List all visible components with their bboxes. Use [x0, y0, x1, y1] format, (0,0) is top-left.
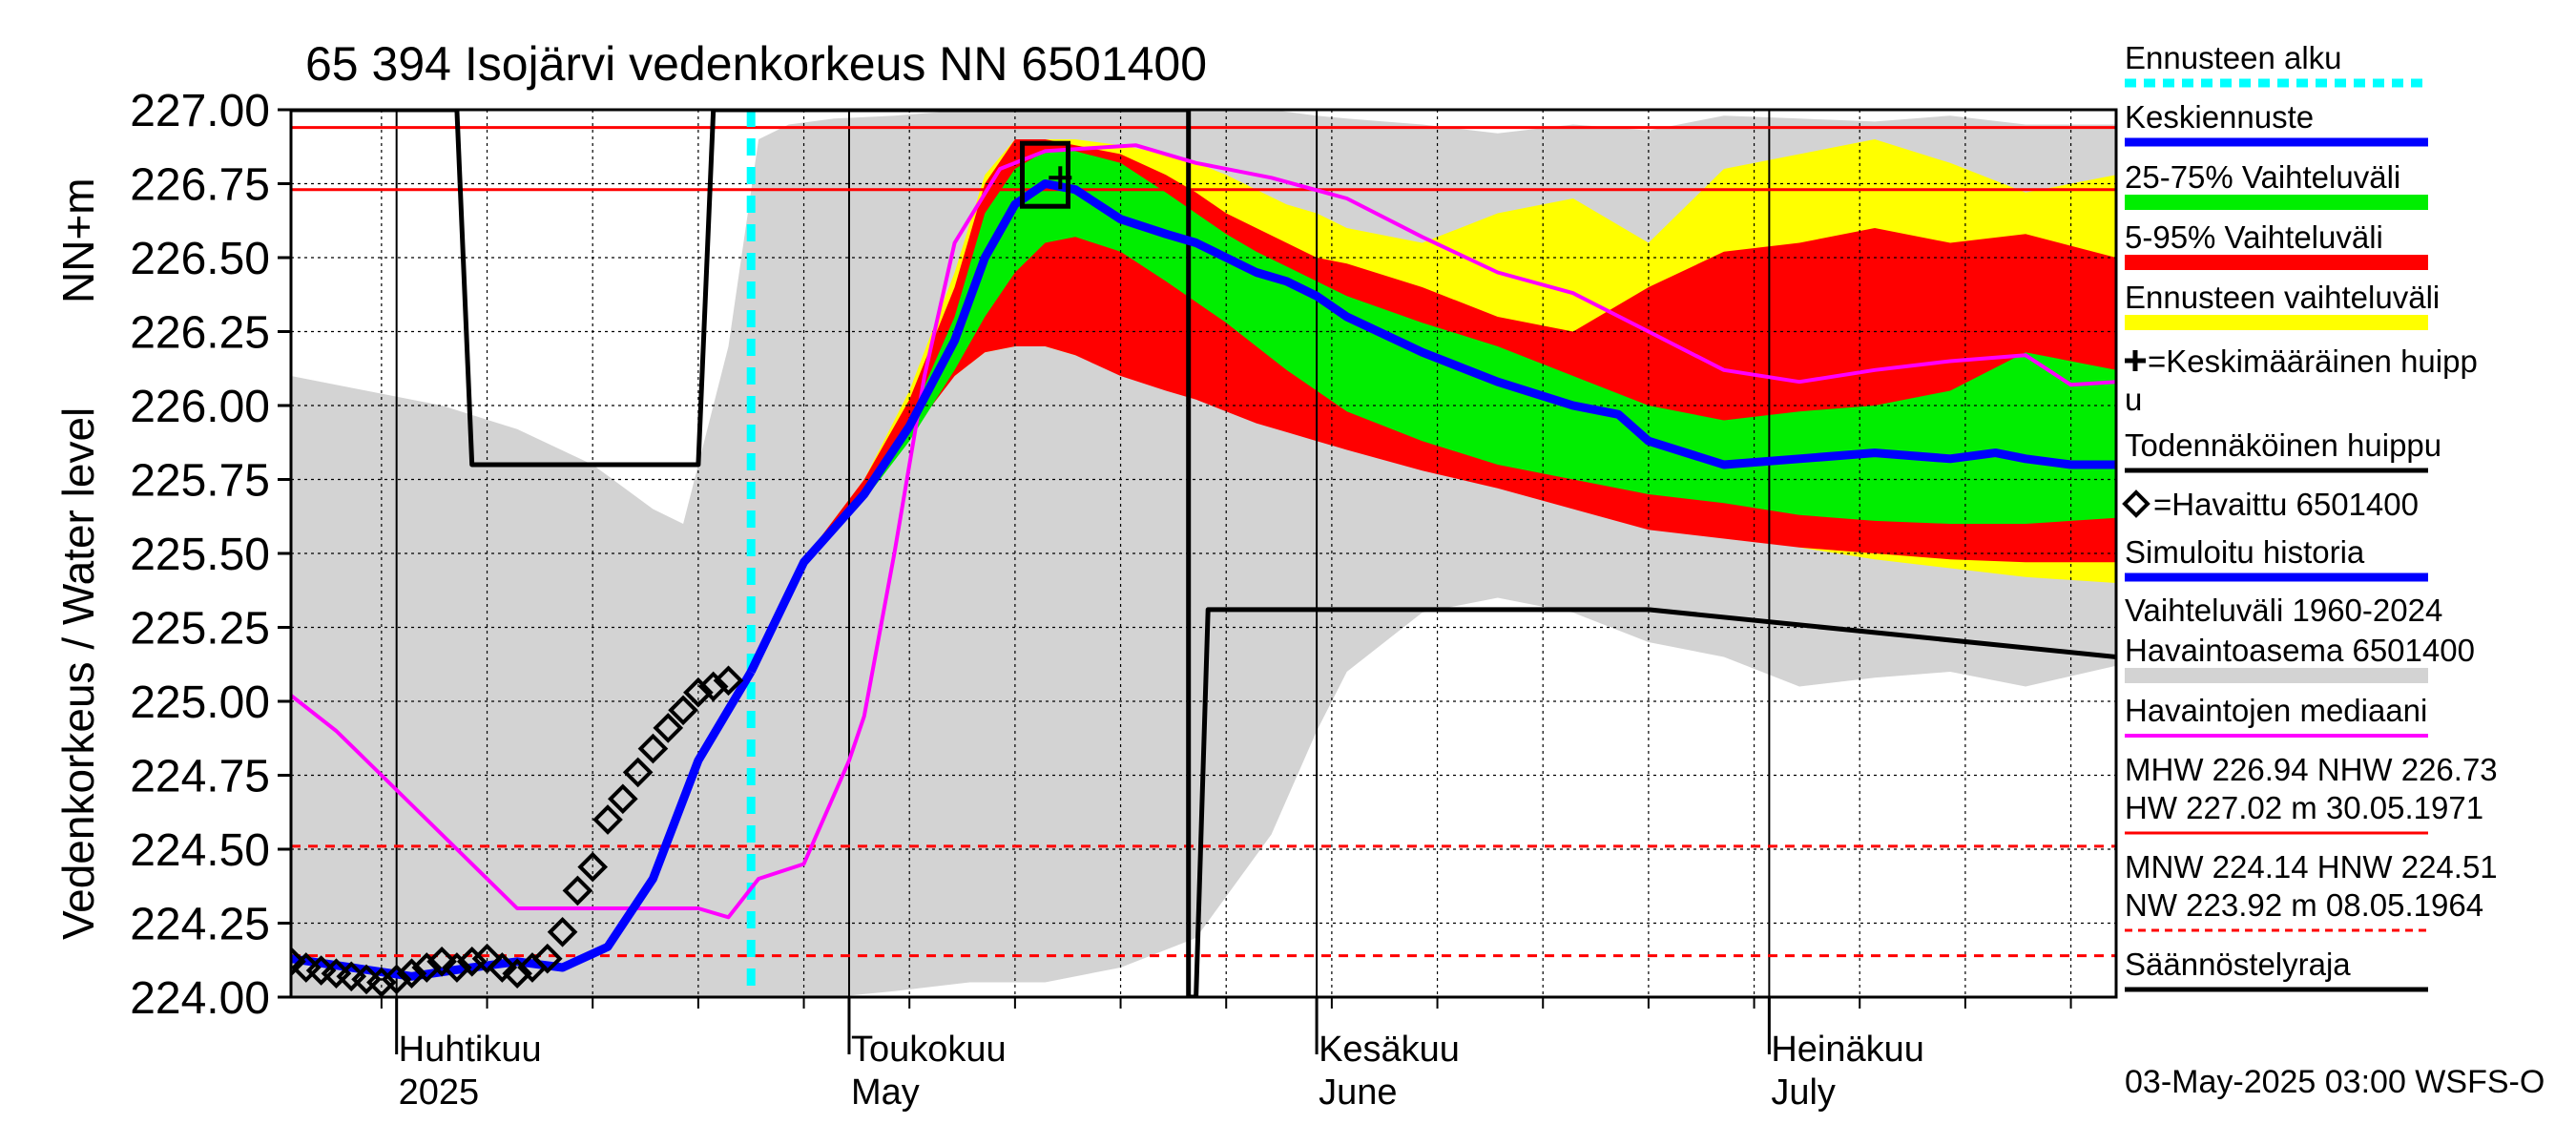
- month-label-fi: Toukokuu: [851, 1030, 1007, 1070]
- observed-point: [562, 875, 593, 906]
- observed-point: [653, 713, 684, 743]
- observed-point: [426, 946, 457, 977]
- observed-point: [411, 952, 443, 983]
- average-peak-marker: [1049, 166, 1072, 190]
- y-tick-label: 224.25: [130, 900, 270, 950]
- probable-peak-box: [1019, 140, 1070, 209]
- mean-forecast-line: [747, 179, 2116, 674]
- forecast-25-75-band: [751, 151, 2116, 672]
- legend-label: u: [2125, 382, 2142, 417]
- median-line: [291, 143, 2116, 920]
- observed-point: [697, 671, 729, 702]
- legend-label: Säännöstelyraja: [2125, 947, 2351, 982]
- y-tick-label: 224.75: [130, 752, 270, 802]
- y-tick-label: 225.75: [130, 456, 270, 507]
- y-tick-label: 225.50: [130, 530, 270, 580]
- legend-label: Havaintojen mediaani: [2125, 693, 2427, 728]
- observed-point: [442, 952, 472, 983]
- observed-point: [713, 665, 744, 697]
- legend-label: =Havaittu 6501400: [2153, 487, 2419, 522]
- observed-markers: [291, 665, 744, 997]
- peak-markers: [1019, 140, 1072, 209]
- observed-point: [456, 946, 488, 977]
- legend-diamond-symbol: [2122, 489, 2150, 518]
- observed-point: [502, 958, 532, 989]
- legend-label: Ennusteen alku: [2125, 40, 2342, 75]
- observed-point: [487, 952, 518, 983]
- y-tick-label: 225.00: [130, 677, 270, 728]
- y-tick-label: 224.00: [130, 973, 270, 1024]
- legend-label: MHW 226.94 NHW 226.73: [2125, 752, 2498, 787]
- month-label-fi: Huhtikuu: [399, 1030, 542, 1070]
- observed-point: [607, 783, 638, 815]
- grid-lines: [291, 110, 2116, 997]
- legend-label: Ennusteen vaihteluväli: [2125, 280, 2440, 315]
- reference-lines: [291, 126, 2116, 958]
- observed-point: [592, 804, 623, 835]
- observed-point: [396, 958, 427, 989]
- legend-label: Vaihteluväli 1960-2024: [2125, 593, 2442, 628]
- chart-title: 65 394 Isojärvi vedenkorkeus NN 6501400: [305, 37, 1207, 91]
- legend-label: Keskiennuste: [2125, 99, 2314, 135]
- y-tick-label: 224.50: [130, 825, 270, 876]
- y-tick-label: 226.50: [130, 234, 270, 284]
- y-tick-label: 226.00: [130, 382, 270, 432]
- y-axis-label: Vedenkorkeus / Water level: [53, 407, 103, 940]
- y-axis-ticks: 224.00 224.25 224.50 224.75 225.00 225.25 225.…: [130, 86, 291, 1024]
- observed-point: [471, 943, 503, 974]
- month-label-fi: Heinäkuu: [1771, 1030, 1924, 1070]
- observed-point: [577, 851, 609, 883]
- legend-label: HW 227.02 m 30.05.1971: [2125, 790, 2483, 825]
- legend-label: Havaintoasema 6501400: [2125, 633, 2475, 668]
- month-label-en: July: [1771, 1072, 1836, 1113]
- y-tick-label: 227.00: [130, 86, 270, 136]
- observed-point: [622, 757, 654, 788]
- legend-plus-symbol: [2125, 350, 2146, 371]
- observed-point: [366, 967, 397, 997]
- regulation-limit-line: [291, 110, 2116, 997]
- legend-label: MNW 224.14 HNW 224.51: [2125, 849, 2498, 885]
- month-label-fi: Kesäkuu: [1319, 1030, 1460, 1070]
- footer-timestamp: 03-May-2025 03:00 WSFS-O: [2125, 1064, 2545, 1100]
- month-label-en: June: [1319, 1072, 1397, 1113]
- observed-point: [531, 943, 563, 974]
- observed-point: [291, 946, 306, 977]
- legend-label: =Keskimääräinen huipp: [2148, 344, 2478, 379]
- legend-label: NW 223.92 m 08.05.1964: [2125, 887, 2483, 923]
- observed-point: [668, 695, 698, 726]
- y-tick-label: 225.25: [130, 604, 270, 655]
- observed-point: [683, 677, 714, 708]
- month-label-en: 2025: [399, 1072, 480, 1113]
- legend-label: Simuloitu historia: [2125, 534, 2365, 570]
- legend-label: 5-95% Vaihteluväli: [2125, 219, 2383, 255]
- observed-point: [547, 916, 578, 947]
- y-tick-label: 226.75: [130, 160, 270, 211]
- legend: Ennusteen alku Keskiennuste 25-75% Vaihtel…: [2122, 40, 2498, 992]
- observed-point: [381, 964, 412, 995]
- y-tick-label: 226.25: [130, 308, 270, 359]
- y-axis-unit-label: NN+m: [53, 177, 103, 303]
- legend-label: Todennäköinen huippu: [2125, 427, 2441, 463]
- observed-point: [637, 733, 669, 764]
- month-label-en: May: [851, 1072, 920, 1113]
- legend-label: 25-75% Vaihteluväli: [2125, 159, 2400, 195]
